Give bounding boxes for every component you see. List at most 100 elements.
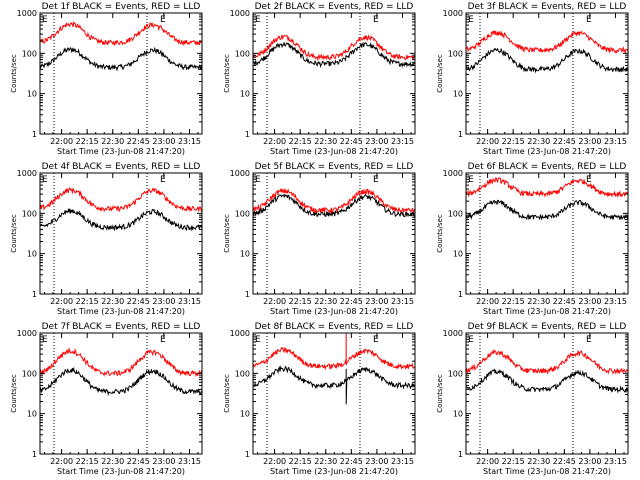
chart-panel-3: Det 3f BLACK = Events, RED = LLD E E 1 10 100… (436, 2, 629, 156)
y-tick-label: 100 (22, 369, 37, 378)
lld-series-line (252, 34, 416, 62)
x-tick-label: 23:15 (604, 137, 627, 146)
chart-title: Det 4f BLACK = Events, RED = LLD (42, 162, 201, 172)
y-tick-label: 1 (32, 290, 37, 299)
marker-letter: E (42, 335, 48, 345)
marker-letter: E (255, 335, 261, 345)
y-tick-label: 1 (32, 450, 37, 459)
x-tick-label: 23:15 (604, 297, 627, 306)
y-tick-label: 1000 (17, 9, 37, 18)
marker-letter: E (160, 15, 166, 25)
y-tick-label: 100 (235, 209, 250, 218)
y-axis-label: Counts/sec (223, 374, 231, 413)
plot-frame (39, 12, 203, 135)
y-tick-label: 10 (453, 250, 463, 259)
y-axis-label: Counts/sec (436, 54, 444, 93)
x-axis-label: Start Time (23-Jun-08 21:47:20) (57, 307, 185, 316)
x-tick-label: 23:00 (152, 137, 175, 146)
events-series-line (465, 368, 629, 394)
x-tick-label: 22:45 (553, 297, 576, 306)
lld-series-line (39, 347, 203, 378)
chart-title: Det 7f BLACK = Events, RED = LLD (42, 322, 201, 332)
y-tick-label: 100 (448, 209, 463, 218)
x-tick-label: 23:15 (391, 137, 414, 146)
x-tick-label: 22:45 (127, 457, 150, 466)
events-series-line (465, 47, 629, 74)
y-tick-label: 100 (235, 49, 250, 58)
y-tick-label: 1 (245, 290, 250, 299)
y-tick-label: 10 (453, 90, 463, 99)
y-tick-label: 1 (245, 450, 250, 459)
chart-panel-2: Det 2f BLACK = Events, RED = LLD E E 1 10 100… (223, 2, 416, 156)
x-tick-label: 23:00 (152, 457, 175, 466)
marker-letter: E (42, 15, 48, 25)
chart-title: Det 9f BLACK = Events, RED = LLD (468, 322, 627, 332)
x-tick-label: 23:00 (578, 137, 601, 146)
y-axis-label: Counts/sec (436, 374, 444, 413)
marker-letter: E (160, 335, 166, 345)
y-tick-label: 1000 (230, 169, 250, 178)
x-axis-label: Start Time (23-Jun-08 21:47:20) (270, 307, 398, 316)
x-tick-label: 22:30 (527, 137, 550, 146)
events-series-line (465, 199, 629, 221)
x-tick-label: 22:15 (289, 457, 312, 466)
marker-letter: E (468, 175, 474, 185)
x-tick-label: 22:30 (101, 137, 124, 146)
y-axis-label: Counts/sec (10, 374, 18, 413)
x-axis-label: Start Time (23-Jun-08 21:47:20) (57, 467, 185, 476)
y-axis-label: Counts/sec (10, 54, 18, 93)
x-tick-label: 22:15 (502, 137, 525, 146)
chart-panel-7: Det 7f BLACK = Events, RED = LLD E E 1 10 100… (10, 322, 203, 476)
y-tick-label: 10 (240, 250, 250, 259)
y-tick-label: 1000 (230, 329, 250, 338)
y-tick-label: 10 (27, 410, 37, 419)
plot-frame (252, 12, 416, 135)
x-axis-label: Start Time (23-Jun-08 21:47:20) (270, 147, 398, 156)
x-tick-label: 23:15 (178, 457, 201, 466)
x-tick-label: 22:15 (289, 297, 312, 306)
marker-letter: E (586, 15, 592, 25)
events-series-line (252, 41, 416, 68)
x-tick-label: 22:00 (50, 297, 73, 306)
x-tick-label: 23:15 (391, 297, 414, 306)
x-tick-label: 22:30 (101, 297, 124, 306)
x-tick-label: 23:00 (365, 137, 388, 146)
x-tick-label: 22:45 (127, 297, 150, 306)
y-tick-label: 100 (22, 49, 37, 58)
chart-panel-8: Det 8f BLACK = Events, RED = LLD E E 1 10 100… (223, 322, 416, 476)
x-tick-label: 22:30 (527, 457, 550, 466)
lld-series-line (465, 30, 629, 55)
y-tick-label: 10 (240, 90, 250, 99)
x-axis-label: Start Time (23-Jun-08 21:47:20) (270, 467, 398, 476)
x-tick-label: 22:45 (340, 457, 363, 466)
x-tick-label: 23:15 (391, 457, 414, 466)
x-tick-label: 22:00 (263, 137, 286, 146)
x-tick-label: 22:30 (527, 297, 550, 306)
x-tick-label: 22:30 (314, 297, 337, 306)
x-tick-label: 23:00 (578, 457, 601, 466)
lld-series-line (465, 348, 629, 375)
y-axis-label: Counts/sec (223, 214, 231, 253)
x-tick-label: 22:00 (263, 297, 286, 306)
x-tick-label: 22:45 (553, 137, 576, 146)
x-axis-label: Start Time (23-Jun-08 21:47:20) (483, 467, 611, 476)
marker-letter: E (255, 175, 261, 185)
chart-title: Det 2f BLACK = Events, RED = LLD (255, 2, 414, 12)
y-tick-label: 1000 (17, 329, 37, 338)
x-tick-label: 22:45 (340, 297, 363, 306)
x-tick-label: 23:15 (178, 297, 201, 306)
x-tick-label: 22:00 (263, 457, 286, 466)
y-tick-label: 1 (458, 130, 463, 139)
x-tick-label: 23:00 (365, 457, 388, 466)
x-tick-label: 22:00 (476, 137, 499, 146)
marker-letter: E (586, 175, 592, 185)
y-tick-label: 10 (27, 250, 37, 259)
marker-letter: E (468, 335, 474, 345)
lld-series-line (39, 20, 202, 46)
plot-frame (465, 332, 629, 455)
y-tick-label: 100 (235, 369, 250, 378)
x-tick-label: 22:15 (76, 297, 99, 306)
events-series-line (39, 207, 203, 232)
y-tick-label: 100 (22, 209, 37, 218)
